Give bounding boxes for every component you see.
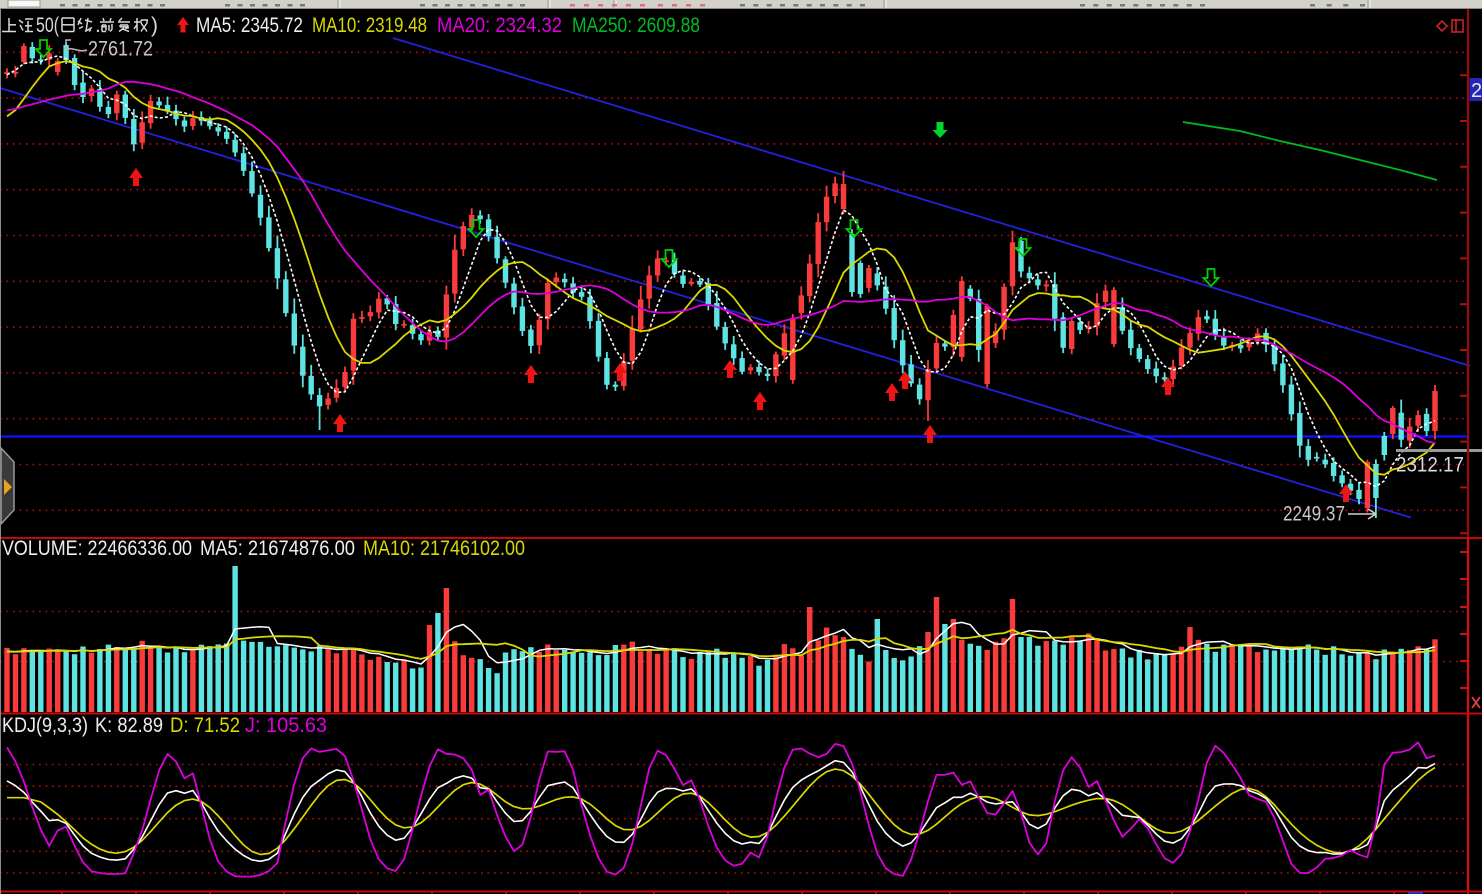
svg-text:MA10: 21746102.00: MA10: 21746102.00 xyxy=(363,537,525,560)
svg-text:2249.37: 2249.37 xyxy=(1283,503,1345,526)
svg-text:MA10: 2319.48: MA10: 2319.48 xyxy=(312,14,427,37)
svg-text:): ) xyxy=(151,14,158,37)
svg-text:MA5: 21674876.00: MA5: 21674876.00 xyxy=(200,537,355,560)
svg-text:VOLUME: 22466336.00: VOLUME: 22466336.00 xyxy=(2,537,192,560)
svg-text:.: . xyxy=(95,14,101,37)
svg-text:MA5: 2345.72: MA5: 2345.72 xyxy=(196,14,303,37)
svg-text:D: 71.52: D: 71.52 xyxy=(170,714,240,737)
svg-text:50(: 50( xyxy=(36,14,59,37)
svg-text:MA20: 2324.32: MA20: 2324.32 xyxy=(437,14,562,37)
svg-text:J: 105.63: J: 105.63 xyxy=(245,714,327,737)
svg-text:2761.72: 2761.72 xyxy=(88,38,153,61)
svg-text:KDJ(9,3,3): KDJ(9,3,3) xyxy=(2,714,88,737)
svg-text:27: 27 xyxy=(1471,80,1482,102)
svg-text:MA250: 2609.88: MA250: 2609.88 xyxy=(572,14,700,37)
svg-text:K: 82.89: K: 82.89 xyxy=(95,714,163,737)
svg-text:2312.17: 2312.17 xyxy=(1396,454,1464,477)
